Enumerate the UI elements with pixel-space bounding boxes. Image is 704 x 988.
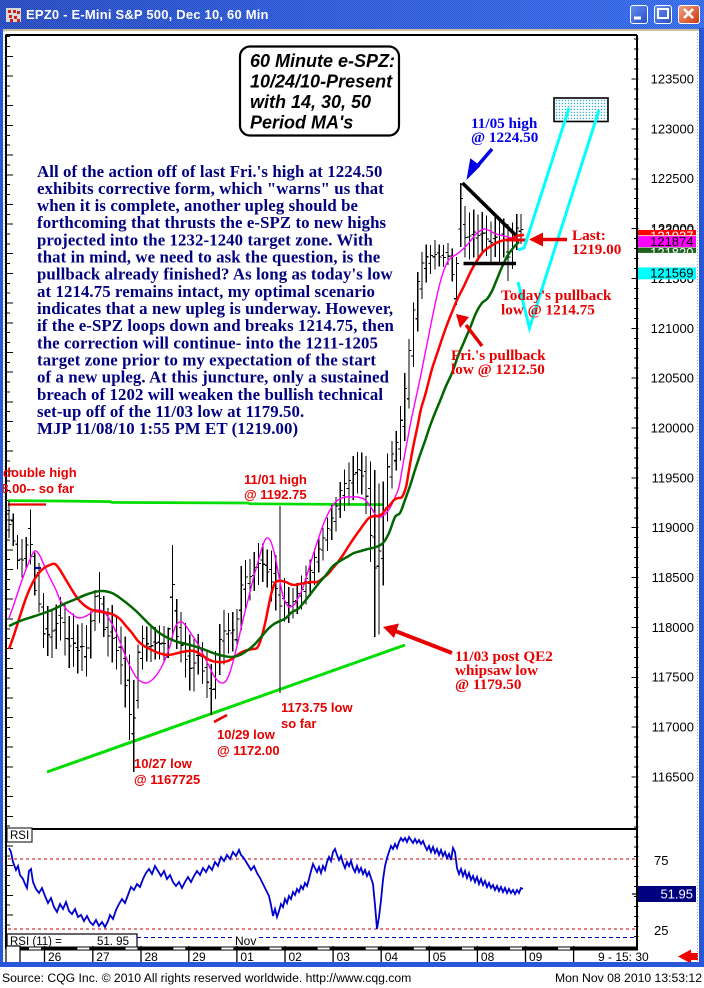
svg-text:@ 1167725: @ 1167725 [134, 772, 200, 787]
svg-text:10/29 low: 10/29 low [217, 727, 276, 742]
svg-text:at 1214.75 remains intact, my: at 1214.75 remains intact, my optimal sc… [37, 282, 375, 301]
svg-text:119000: 119000 [652, 520, 694, 535]
svg-text:25: 25 [654, 923, 668, 938]
svg-text:1173.75 low: 1173.75 low [281, 700, 353, 715]
svg-text:118500: 118500 [652, 570, 694, 585]
svg-text:29: 29 [192, 950, 206, 964]
svg-text:@ 1179.50: @ 1179.50 [455, 676, 522, 693]
svg-text:121569: 121569 [650, 266, 693, 281]
svg-text:11/03 post QE2: 11/03 post QE2 [455, 648, 553, 665]
svg-text:51. 95: 51. 95 [97, 936, 129, 948]
svg-text:@ 1172.00: @ 1172.00 [217, 743, 280, 758]
svg-text:@ 1224.50: @ 1224.50 [471, 129, 539, 146]
svg-text:9 - 15: 30: 9 - 15: 30 [598, 950, 649, 964]
svg-text:118000: 118000 [652, 620, 694, 635]
svg-text:121820: 121820 [650, 245, 693, 260]
svg-text:Fri.'s pullback: Fri.'s pullback [451, 347, 546, 364]
svg-text:with 14, 30, 50: with 14, 30, 50 [250, 92, 371, 112]
svg-text:10/27 low: 10/27 low [134, 756, 193, 771]
svg-text:11/01 high: 11/01 high [244, 472, 307, 487]
svg-text:120500: 120500 [651, 371, 694, 386]
svg-text:123500: 123500 [651, 72, 694, 87]
svg-text:of a new upleg. At this junctu: of a new upleg. At this juncture, only a… [37, 368, 390, 387]
svg-text:target zone prior to my expect: target zone prior to my expectation of t… [37, 350, 376, 369]
svg-text:98.00-- so far: 98.00-- so far [0, 481, 74, 496]
svg-text:so far: so far [281, 716, 316, 731]
svg-text:119500: 119500 [652, 470, 694, 485]
svg-text:exhibits corrective form, whic: exhibits corrective form, which "warns" … [37, 179, 384, 198]
svg-text:120000: 120000 [651, 420, 694, 435]
svg-text:the correction will continue-: the correction will continue- into the 1… [37, 333, 378, 352]
svg-text:whipsaw low: whipsaw low [455, 662, 538, 679]
svg-text:forthcoming that thrusts the e: forthcoming that thrusts the e-SPZ to ne… [37, 213, 387, 232]
svg-text:when it is complete, another u: when it is complete, another upleg shoul… [37, 196, 359, 215]
svg-text:set-up off of the 11/03 low at: set-up off of the 11/03 low at 1179.50. [37, 402, 304, 421]
svg-text:27: 27 [96, 950, 110, 964]
svg-text:pullback already finished? As: pullback already finished? As long as to… [37, 265, 393, 284]
svg-text:123000: 123000 [651, 121, 694, 136]
svg-text:if the e-SPZ loops down and br: if the e-SPZ loops down and breaks 1214.… [37, 316, 395, 335]
svg-text:@ 1192.75: @ 1192.75 [244, 487, 307, 502]
svg-text:05: 05 [433, 950, 447, 964]
svg-text:that in mind, we need to ask t: that in mind, we need to ask the questio… [37, 248, 381, 267]
svg-text:Nov: Nov [235, 934, 256, 948]
svg-text:low @ 1214.75: low @ 1214.75 [501, 302, 595, 319]
svg-text:indicates that a new upleg is: indicates that a new upleg is underway. … [37, 299, 393, 318]
svg-text:03: 03 [337, 950, 351, 964]
svg-text:02: 02 [289, 950, 303, 964]
svg-text:RSI (11) =: RSI (11) = [10, 936, 62, 948]
svg-text:60 Minute e-SPZ:: 60 Minute e-SPZ: [250, 51, 395, 71]
svg-text:01: 01 [240, 950, 254, 964]
svg-text:04: 04 [385, 950, 399, 964]
svg-text:double high: double high [3, 465, 77, 480]
svg-text:All of the action off of last: All of the action off of last Fri.'s hig… [37, 162, 382, 181]
svg-text:122500: 122500 [651, 171, 694, 186]
svg-text:08: 08 [481, 950, 495, 964]
svg-text:RSI: RSI [10, 830, 29, 842]
svg-text:117500: 117500 [652, 670, 694, 685]
svg-text:10/24/10-Present: 10/24/10-Present [250, 72, 393, 92]
svg-text:116500: 116500 [652, 769, 694, 784]
svg-text:Period MA's: Period MA's [250, 113, 353, 133]
svg-text:121000: 121000 [651, 321, 694, 336]
svg-text:Today's pullback: Today's pullback [501, 287, 612, 304]
svg-text:28: 28 [145, 950, 159, 964]
svg-text:117000: 117000 [652, 720, 694, 735]
svg-text:low @ 1212.50: low @ 1212.50 [451, 361, 545, 378]
svg-text:breach of 1202 will weaken the: breach of 1202 will weaken the bullish t… [37, 385, 383, 404]
svg-text:51.95: 51.95 [660, 887, 693, 902]
svg-text:Last:: Last: [572, 227, 606, 244]
svg-text:121874: 121874 [650, 234, 693, 249]
svg-text:121927: 121927 [650, 229, 693, 244]
svg-text:projected into the 1232-1240 t: projected into the 1232-1240 target zone… [37, 230, 374, 249]
svg-text:26: 26 [48, 950, 62, 964]
svg-text:09: 09 [529, 950, 543, 964]
svg-text:1219.00: 1219.00 [572, 241, 622, 258]
svg-text:11/05 high: 11/05 high [471, 115, 538, 132]
svg-text:MJP 11/08/10 1:55 PM ET (1219: MJP 11/08/10 1:55 PM ET (1219.00) [37, 419, 298, 438]
svg-text:75: 75 [654, 853, 668, 868]
